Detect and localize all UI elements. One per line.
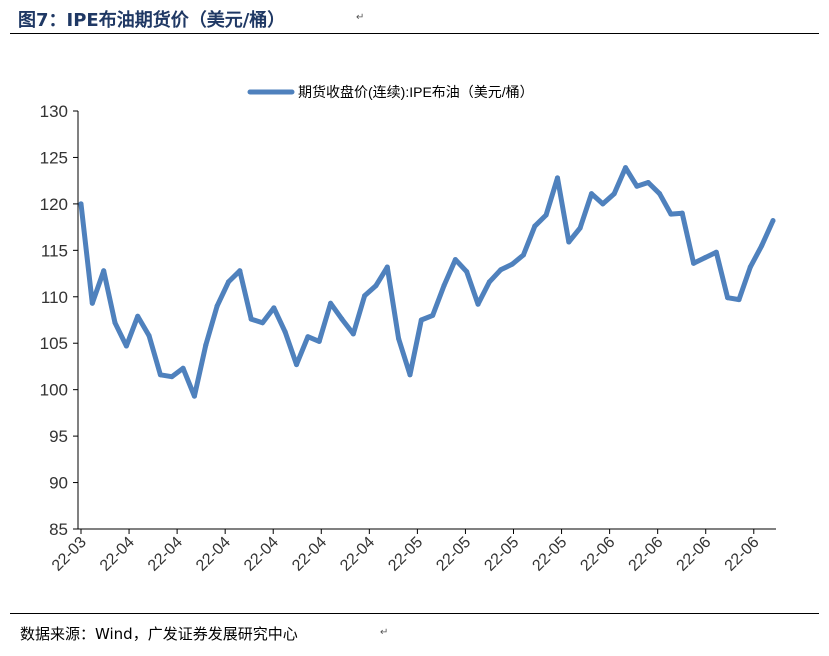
x-tick-label: 22-04 xyxy=(145,534,186,575)
x-tick-label: 22-06 xyxy=(722,534,763,575)
source-note: 数据来源：Wind，广发证券发展研究中心 xyxy=(20,625,298,643)
data-point xyxy=(316,338,322,344)
data-point xyxy=(169,374,175,380)
data-point xyxy=(588,191,594,197)
y-tick-label: 130 xyxy=(40,102,68,121)
data-point xyxy=(634,183,640,189)
data-point xyxy=(747,264,753,270)
y-tick-label: 120 xyxy=(40,195,68,214)
x-tick-label: 22-04 xyxy=(337,534,378,575)
data-point xyxy=(498,267,504,273)
data-point xyxy=(645,180,651,186)
data-point xyxy=(668,211,674,217)
data-point xyxy=(203,342,209,348)
data-point xyxy=(441,283,447,289)
data-point xyxy=(759,243,765,249)
data-point xyxy=(78,201,84,207)
data-point xyxy=(600,201,606,207)
x-tick-label: 22-04 xyxy=(97,534,138,575)
data-point xyxy=(486,279,492,285)
data-point xyxy=(260,320,266,326)
data-point xyxy=(679,210,685,216)
data-point xyxy=(702,255,708,261)
y-tick-label: 115 xyxy=(41,241,68,260)
bottom-rule xyxy=(10,613,819,614)
data-point xyxy=(157,372,163,378)
data-point xyxy=(225,279,231,285)
data-point xyxy=(611,191,617,197)
legend-label: 期货收盘价(连续):IPE布油（美元/桶） xyxy=(298,84,534,100)
data-point xyxy=(736,297,742,303)
data-point xyxy=(566,239,572,245)
paragraph-mark: ↵ xyxy=(356,12,365,23)
data-point xyxy=(770,218,776,224)
data-point xyxy=(328,300,334,306)
x-tick-label: 22-04 xyxy=(193,534,234,575)
x-tick-label: 22-04 xyxy=(241,534,282,575)
data-point xyxy=(430,312,436,318)
data-point xyxy=(475,301,481,307)
data-point xyxy=(123,343,129,349)
data-point xyxy=(146,333,152,339)
data-point xyxy=(509,261,515,267)
y-tick-label: 95 xyxy=(49,427,68,446)
legend: 期货收盘价(连续):IPE布油（美元/桶） xyxy=(247,84,534,100)
x-tick-label: 22-05 xyxy=(385,534,426,575)
x-tick-label: 22-06 xyxy=(674,534,715,575)
x-tick-label: 22-05 xyxy=(481,534,522,575)
data-point xyxy=(214,303,220,309)
data-point xyxy=(554,175,560,181)
x-tick-label: 22-06 xyxy=(577,534,618,575)
data-point xyxy=(713,249,719,255)
data-point xyxy=(271,305,277,311)
data-point xyxy=(282,329,288,335)
data-point xyxy=(384,264,390,270)
data-point xyxy=(191,393,197,399)
x-tick-label: 22-05 xyxy=(529,534,570,575)
paragraph-mark: ↵ xyxy=(380,627,389,638)
data-point xyxy=(373,283,379,289)
top-rule xyxy=(10,33,819,34)
data-point xyxy=(180,365,186,371)
data-point xyxy=(691,260,697,266)
y-tick-label: 125 xyxy=(40,148,68,167)
x-tick-label: 22-04 xyxy=(289,534,330,575)
x-tick-label: 22-05 xyxy=(433,534,474,575)
data-point xyxy=(350,331,356,337)
data-point xyxy=(396,336,402,342)
data-point xyxy=(101,268,107,274)
data-point xyxy=(112,320,118,326)
data-point xyxy=(407,372,413,378)
data-point xyxy=(248,316,254,322)
data-point xyxy=(339,316,345,322)
data-point xyxy=(452,257,458,263)
data-point xyxy=(543,212,549,218)
y-tick-label: 90 xyxy=(49,474,68,493)
y-tick-label: 85 xyxy=(49,520,68,539)
data-point xyxy=(294,362,300,368)
data-point xyxy=(464,269,470,275)
data-point xyxy=(237,268,243,274)
figure-title: 图7：IPE布油期货价（美元/桶） xyxy=(18,10,286,31)
data-point xyxy=(657,191,663,197)
series-line xyxy=(78,165,776,399)
x-tick-label: 22-06 xyxy=(626,534,667,575)
y-tick-label: 100 xyxy=(40,381,68,400)
y-tick-label: 105 xyxy=(40,334,68,353)
data-point xyxy=(305,334,311,340)
data-point xyxy=(362,293,368,299)
data-point xyxy=(520,252,526,258)
data-point xyxy=(89,300,95,306)
data-point xyxy=(623,165,629,171)
data-point xyxy=(135,313,141,319)
data-point xyxy=(532,223,538,229)
y-tick-label: 110 xyxy=(41,288,68,307)
data-point xyxy=(418,317,424,323)
data-point xyxy=(725,295,731,301)
data-point xyxy=(577,225,583,231)
x-tick-label: 22-03 xyxy=(49,534,90,575)
